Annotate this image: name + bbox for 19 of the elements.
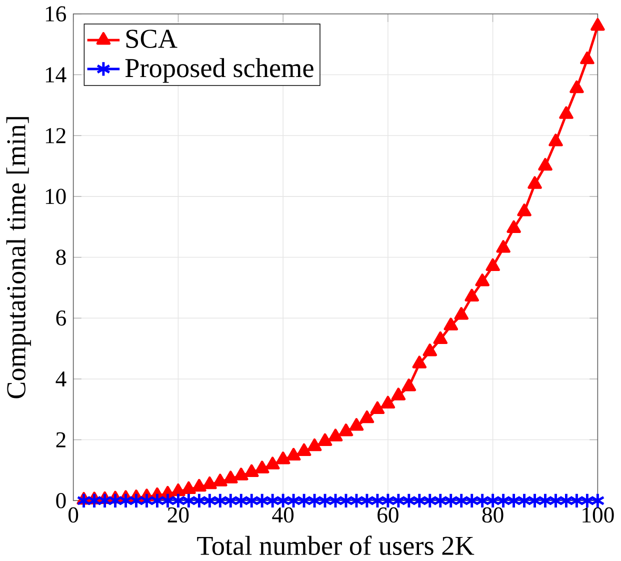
legend-label: Proposed scheme (125, 58, 314, 83)
y-tick-label: 14 (46, 67, 66, 82)
y-tick-label: 10 (46, 188, 66, 204)
y-axis-title: Computational time [min] (6, 116, 31, 398)
y-tick-label: 16 (46, 6, 66, 22)
y-tick-label: 12 (46, 128, 66, 143)
y-tick-label: 4 (56, 371, 66, 386)
x-tick-label: 60 (378, 507, 398, 522)
x-tick-label: 80 (482, 507, 504, 522)
y-tick-label: 8 (56, 249, 66, 265)
x-tick-label: 0 (68, 507, 78, 522)
y-tick-label: 0 (56, 492, 66, 508)
x-tick-label: 100 (582, 507, 614, 522)
x-axis-title: Total number of users 2K (197, 535, 474, 555)
x-tick-label: 20 (168, 507, 189, 522)
x-tick-label: 40 (272, 507, 294, 522)
y-tick-label: 2 (56, 432, 66, 448)
y-tick-label: 6 (56, 310, 66, 326)
legend-label: SCA (126, 30, 178, 48)
